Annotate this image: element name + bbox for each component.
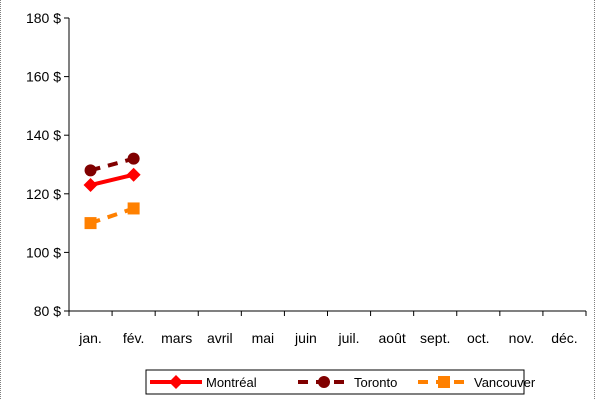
legend-entry-montréal: Montréal [150, 375, 257, 390]
x-tick-label: jan. [78, 330, 102, 346]
x-tick-label: fév. [123, 330, 145, 346]
x-tick-label: oct. [467, 330, 490, 346]
x-tick-label: avril [207, 330, 233, 346]
axes: 80 $ 100 $ 120 $ 140 $ 160 $ 180 $ jan. fév. mar… [26, 10, 587, 346]
x-tick-label: sept. [420, 330, 450, 346]
data-point [127, 202, 140, 215]
x-tick-label: août [379, 330, 406, 346]
series-vancouver [84, 202, 140, 230]
y-tick-label: 80 $ [34, 303, 61, 319]
data-point [84, 217, 97, 230]
legend-marker [318, 376, 330, 388]
series-line-segment [90, 172, 135, 187]
y-tick-label: 100 $ [26, 244, 61, 260]
x-tick-label: juin [294, 330, 317, 346]
legend-entry-vancouver: Vancouver [418, 375, 536, 390]
data-point [84, 164, 97, 177]
series-montréal [83, 167, 141, 193]
legend-marker [438, 376, 450, 388]
legend-label: Montréal [206, 375, 257, 390]
y-tick-label: 180 $ [26, 10, 61, 26]
y-tick-label: 160 $ [26, 69, 61, 85]
legend-entry-toronto: Toronto [298, 375, 397, 390]
x-tick-label: nov. [509, 330, 534, 346]
legend-marker [169, 375, 183, 389]
legend: Montréal Toronto Vancouver [145, 369, 536, 395]
data-point [127, 152, 140, 165]
x-tick-label: mai [252, 330, 275, 346]
data-point [126, 167, 141, 182]
x-tick-label: mars [161, 330, 192, 346]
legend-label: Toronto [354, 375, 397, 390]
x-tick-label: juil. [338, 330, 360, 346]
series-toronto [84, 152, 140, 177]
x-tick-label: déc. [551, 330, 577, 346]
series-line-segment [90, 156, 135, 173]
data-point [83, 178, 98, 193]
series-line-segment [89, 206, 135, 225]
y-tick-label: 140 $ [26, 127, 61, 143]
series-layer [83, 152, 141, 230]
y-tick-label: 120 $ [26, 186, 61, 202]
legend-label: Vancouver [474, 375, 536, 390]
